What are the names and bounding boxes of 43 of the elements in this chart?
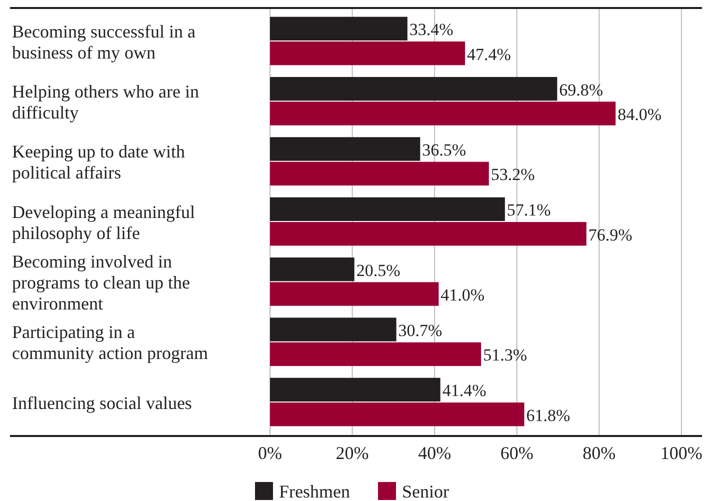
y-tick-label: Helping others who are in difficulty (12, 81, 199, 122)
data-label: 41.0% (440, 285, 485, 304)
y-tick-label: Participating in a community action program (12, 322, 208, 364)
bar (270, 16, 408, 40)
data-label: 69.8% (559, 80, 604, 100)
x-tick-label: 100% (660, 442, 702, 463)
y-tick-label: Becoming successful in a business of my own (12, 21, 196, 62)
data-label: 30.7% (398, 320, 442, 340)
bar (270, 318, 396, 342)
bar (270, 342, 482, 366)
y-tick-label: Developing a meaningful philosophy of life (12, 202, 195, 243)
data-label: 20.5% (356, 260, 400, 280)
data-label: 51.3% (483, 346, 527, 365)
bar (270, 378, 440, 402)
bar (270, 222, 586, 246)
data-label: 36.5% (422, 140, 466, 160)
data-label: 76.9% (588, 225, 632, 244)
x-tick-label: 60% (500, 442, 534, 463)
legend-label: Freshmen (279, 481, 350, 501)
x-tick-label: 80% (582, 442, 616, 463)
bar (270, 197, 505, 221)
bar (270, 282, 439, 306)
y-tick-label: Influencing social values (12, 392, 192, 413)
data-label: 84.0% (618, 104, 662, 124)
bar (270, 162, 489, 186)
x-tick-label: 20% (336, 442, 369, 463)
y-tick-label: Keeping up to date with political affairs (12, 142, 185, 183)
x-tick-label: 40% (418, 442, 452, 463)
legend-label: Senior (402, 481, 449, 501)
bar (270, 137, 420, 161)
data-label: 61.8% (526, 406, 570, 425)
data-label: 57.1% (506, 200, 551, 220)
bar (270, 258, 354, 282)
bar (270, 41, 466, 66)
bar (270, 76, 558, 101)
bar (270, 402, 524, 426)
data-label: 33.4% (409, 20, 454, 40)
bar (270, 102, 616, 126)
y-tick-label: Becoming involved in programs to clean up the environment (12, 251, 190, 314)
data-label: 41.4% (442, 381, 486, 400)
data-label: 53.2% (490, 165, 535, 184)
x-tick-label: 0% (258, 442, 282, 463)
data-label: 47.4% (467, 44, 511, 64)
